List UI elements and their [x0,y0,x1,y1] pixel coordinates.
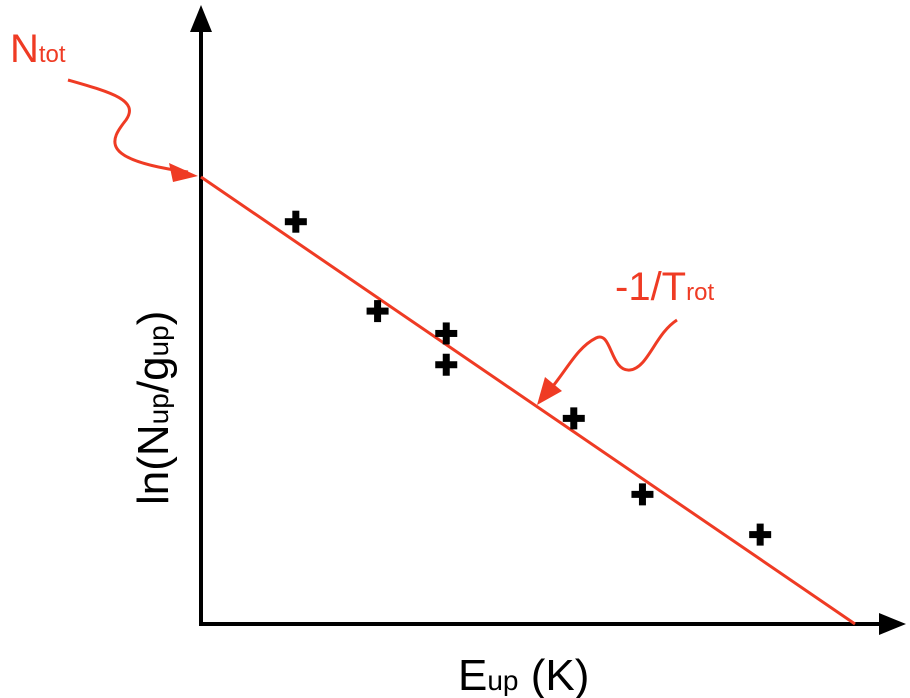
y-axis-arrowhead [190,5,212,32]
y-axis-label: ln(Nup/gup) [129,311,178,505]
data-point [435,353,458,376]
slope-arrowhead [537,377,562,405]
intercept-arrow [67,78,189,174]
slope-label: -1/Trot [615,265,714,309]
slope-arrow [546,318,678,394]
data-point [435,322,458,345]
intercept-arrowhead [169,163,198,182]
data-point [749,523,772,546]
data-points [284,210,772,546]
fit-line [200,175,856,626]
intercept-label: Ntot [10,27,66,71]
x-axis-label: Eup (K) [458,651,589,698]
data-point [631,483,654,506]
data-point [284,210,307,233]
data-point [366,300,389,323]
data-point [562,407,585,430]
x-axis-arrowhead [879,613,906,635]
